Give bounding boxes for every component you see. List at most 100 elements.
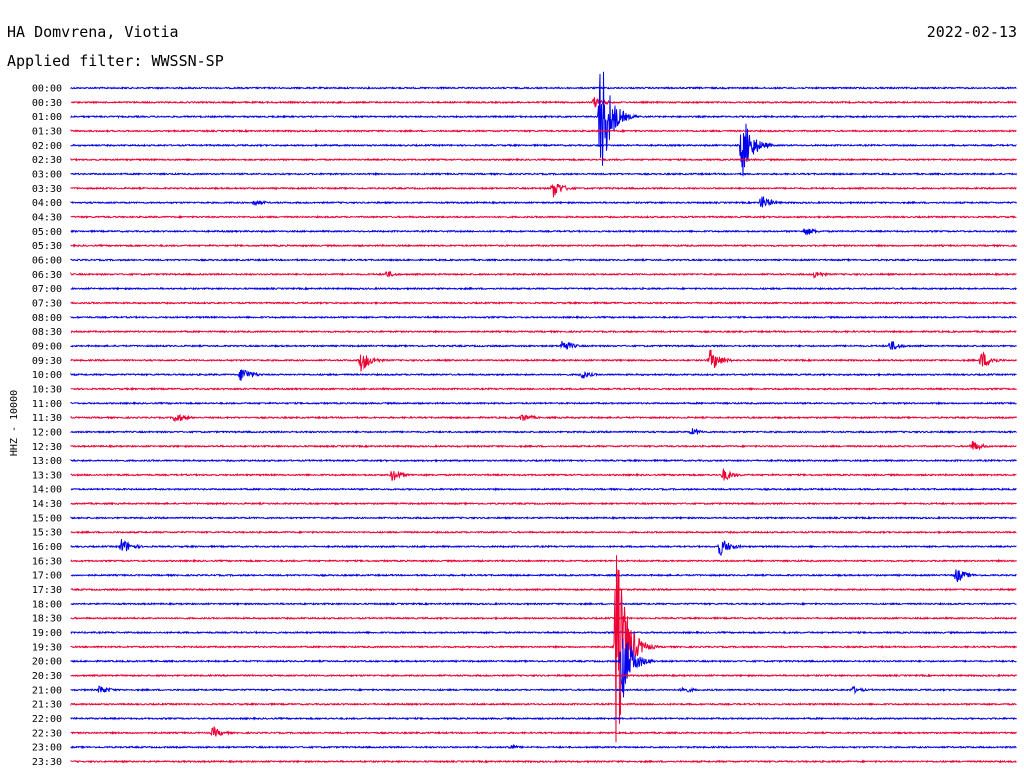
trace-row-0630: [70, 271, 1017, 279]
time-label: 18:30: [32, 614, 62, 625]
trace-row-0300: [70, 171, 1017, 177]
trace-row-1830: [70, 616, 1017, 621]
trace-row-1800: [70, 601, 1017, 606]
trace-row-0230: [70, 157, 1017, 162]
trace-row-0600: [70, 257, 1017, 263]
trace-row-0430: [70, 214, 1017, 220]
trace-row-1130: [70, 413, 1017, 423]
trace-row-1230: [70, 440, 1017, 451]
time-label-group: 00:00 00:30 01:00 01:30 02:00 02:30 03:00 03:30…: [32, 84, 62, 769]
trace-row-1200: [70, 428, 1017, 436]
trace-row-0830: [70, 329, 1017, 334]
trace-row-0330: [70, 183, 1017, 198]
time-label: 13:00: [32, 456, 62, 467]
trace-row-1330: [70, 468, 1017, 481]
time-label: 12:30: [32, 442, 62, 453]
trace-row-0900: [70, 341, 1017, 350]
trace-row-0000: [70, 85, 1017, 90]
time-label: 22:30: [32, 728, 62, 739]
trace-row-1530: [70, 530, 1017, 535]
trace-row-2130: [70, 702, 1017, 707]
trace-row-1030: [70, 386, 1017, 391]
time-label: 12:00: [32, 427, 62, 438]
trace-row-0130: [70, 128, 1017, 134]
trace-row-1700: [70, 569, 1017, 583]
time-label: 17:30: [32, 585, 62, 596]
trace-row-2300: [70, 743, 1017, 750]
time-label: 03:00: [32, 169, 62, 180]
time-label: 06:00: [32, 255, 62, 266]
time-label: 16:00: [32, 542, 62, 553]
time-label: 23:30: [32, 757, 62, 768]
time-label: 11:30: [32, 413, 62, 424]
date-label: 2022-02-13: [927, 23, 1017, 41]
trace-row-1400: [70, 487, 1017, 492]
time-label: 21:00: [32, 685, 62, 696]
trace-row-0930: [70, 349, 1017, 372]
trace-row-0500: [70, 228, 1017, 236]
trace-row-2230: [70, 726, 1017, 737]
time-label: 04:00: [32, 198, 62, 209]
trace-row-0030: [70, 97, 1017, 108]
trace-row-1600: [70, 539, 1017, 557]
time-label: 06:30: [32, 270, 62, 281]
time-label: 07:30: [32, 298, 62, 309]
filter-label: Applied filter: WWSSN-SP: [7, 52, 224, 70]
trace-row-2100: [70, 685, 1017, 695]
trace-group: [70, 71, 1017, 764]
trace-row-1730: [70, 587, 1017, 592]
time-label: 21:30: [32, 700, 62, 711]
trace-row-1930: [70, 555, 1017, 743]
trace-row-1430: [70, 501, 1017, 506]
time-label: 10:30: [32, 384, 62, 395]
time-label: 01:00: [32, 112, 62, 123]
trace-row-1900: [70, 630, 1017, 635]
trace-row-0700: [70, 286, 1017, 291]
time-label: 10:00: [32, 370, 62, 381]
trace-row-2030: [70, 673, 1017, 678]
trace-row-0100: [70, 71, 1017, 166]
time-label: 16:30: [32, 556, 62, 567]
time-label: 03:30: [32, 184, 62, 195]
time-label: 15:00: [32, 513, 62, 524]
time-label: 01:30: [32, 126, 62, 137]
time-label: 18:00: [32, 599, 62, 610]
time-label: 08:30: [32, 327, 62, 338]
time-label: 02:30: [32, 155, 62, 166]
time-label: 13:30: [32, 470, 62, 481]
time-label: 05:30: [32, 241, 62, 252]
time-label: 07:00: [32, 284, 62, 295]
time-label: 19:00: [32, 628, 62, 639]
time-label: 02:00: [32, 141, 62, 152]
trace-row-0200: [70, 123, 1017, 177]
time-label: 17:00: [32, 571, 62, 582]
trace-row-1100: [70, 401, 1017, 406]
trace-row-0730: [70, 300, 1017, 305]
time-label: 05:00: [32, 227, 62, 238]
time-label: 14:00: [32, 485, 62, 496]
trace-row-0800: [70, 315, 1017, 320]
time-label: 20:30: [32, 671, 62, 682]
time-label: 20:00: [32, 657, 62, 668]
time-label: 09:00: [32, 341, 62, 352]
time-label: 15:30: [32, 528, 62, 539]
time-label: 00:30: [32, 98, 62, 109]
trace-row-1000: [70, 369, 1017, 381]
trace-row-0400: [70, 196, 1017, 208]
time-label: 04:30: [32, 212, 62, 223]
trace-row-0530: [70, 243, 1017, 248]
time-label: 19:30: [32, 642, 62, 653]
y-axis-label: HHZ - 10000: [9, 390, 20, 456]
trace-row-1630: [70, 558, 1017, 564]
time-label: 00:00: [32, 84, 62, 95]
station-title: HA Domvrena, Viotia: [7, 23, 179, 41]
trace-row-1500: [70, 515, 1017, 520]
time-label: 14:30: [32, 499, 62, 510]
time-label: 11:00: [32, 399, 62, 410]
trace-row-2330: [70, 759, 1017, 764]
time-label: 22:00: [32, 714, 62, 725]
trace-row-2200: [70, 716, 1017, 721]
time-label: 08:00: [32, 313, 62, 324]
trace-row-1300: [70, 458, 1017, 463]
